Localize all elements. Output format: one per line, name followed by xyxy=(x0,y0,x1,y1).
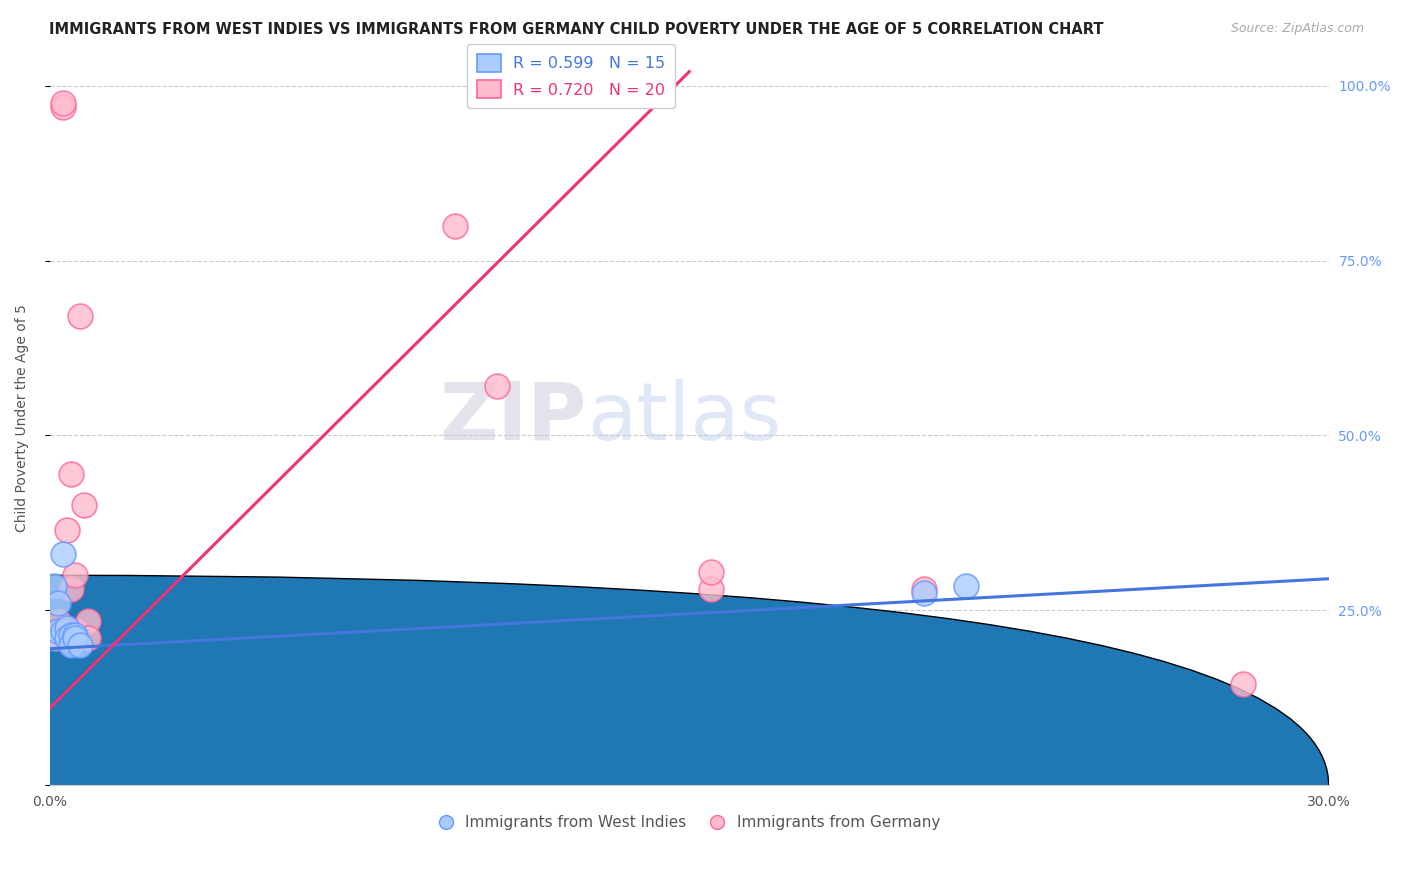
Point xyxy=(1232,676,1254,690)
Point xyxy=(60,628,83,642)
Point xyxy=(69,638,91,652)
Point xyxy=(48,624,70,639)
Point xyxy=(48,631,70,645)
Point xyxy=(73,498,96,512)
Point xyxy=(65,631,87,645)
Point xyxy=(486,379,509,393)
Point xyxy=(60,638,83,652)
Point xyxy=(443,219,465,233)
Point xyxy=(42,579,65,593)
Point xyxy=(912,582,935,597)
Point xyxy=(56,523,79,537)
Point xyxy=(955,579,977,593)
Point xyxy=(77,631,100,645)
Point xyxy=(42,631,65,645)
Legend: Immigrants from West Indies, Immigrants from Germany: Immigrants from West Indies, Immigrants … xyxy=(432,809,946,836)
Point xyxy=(42,628,65,642)
Y-axis label: Child Poverty Under the Age of 5: Child Poverty Under the Age of 5 xyxy=(15,304,30,532)
Text: Source: ZipAtlas.com: Source: ZipAtlas.com xyxy=(1230,22,1364,36)
Point xyxy=(699,565,721,579)
Point xyxy=(912,586,935,600)
Point xyxy=(52,624,75,639)
Point xyxy=(77,614,100,628)
Point xyxy=(60,467,83,481)
Point xyxy=(65,628,87,642)
Text: IMMIGRANTS FROM WEST INDIES VS IMMIGRANTS FROM GERMANY CHILD POVERTY UNDER THE A: IMMIGRANTS FROM WEST INDIES VS IMMIGRANT… xyxy=(49,22,1104,37)
Point xyxy=(60,582,83,597)
FancyBboxPatch shape xyxy=(0,575,1329,892)
Point xyxy=(48,614,70,628)
Point xyxy=(69,310,91,324)
Point xyxy=(65,624,87,639)
Text: atlas: atlas xyxy=(586,379,782,457)
Point xyxy=(52,547,75,561)
Point xyxy=(699,582,721,597)
Point xyxy=(65,568,87,582)
Point xyxy=(52,96,75,111)
Text: ZIP: ZIP xyxy=(440,379,586,457)
Point xyxy=(56,631,79,645)
Point xyxy=(56,621,79,635)
Point xyxy=(52,100,75,114)
Point xyxy=(48,596,70,610)
